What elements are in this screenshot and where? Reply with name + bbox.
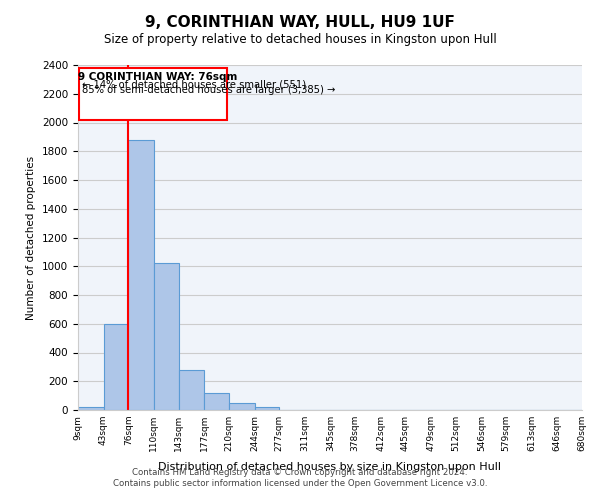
Y-axis label: Number of detached properties: Number of detached properties xyxy=(26,156,37,320)
Bar xyxy=(254,407,279,410)
FancyBboxPatch shape xyxy=(79,68,227,120)
Bar xyxy=(204,394,229,410)
Bar xyxy=(78,407,104,410)
Text: ← 14% of detached houses are smaller (551): ← 14% of detached houses are smaller (55… xyxy=(82,80,306,90)
Text: 9 CORINTHIAN WAY: 76sqm: 9 CORINTHIAN WAY: 76sqm xyxy=(77,72,237,82)
Text: Size of property relative to detached houses in Kingston upon Hull: Size of property relative to detached ho… xyxy=(104,32,496,46)
Bar xyxy=(229,403,254,410)
Text: 85% of semi-detached houses are larger (3,385) →: 85% of semi-detached houses are larger (… xyxy=(82,85,335,95)
Bar xyxy=(104,324,128,410)
Bar xyxy=(128,140,154,410)
Bar xyxy=(154,262,179,410)
Text: Contains HM Land Registry data © Crown copyright and database right 2024.
Contai: Contains HM Land Registry data © Crown c… xyxy=(113,468,487,487)
X-axis label: Distribution of detached houses by size in Kingston upon Hull: Distribution of detached houses by size … xyxy=(158,462,502,472)
Text: 9, CORINTHIAN WAY, HULL, HU9 1UF: 9, CORINTHIAN WAY, HULL, HU9 1UF xyxy=(145,15,455,30)
Bar xyxy=(179,370,204,410)
